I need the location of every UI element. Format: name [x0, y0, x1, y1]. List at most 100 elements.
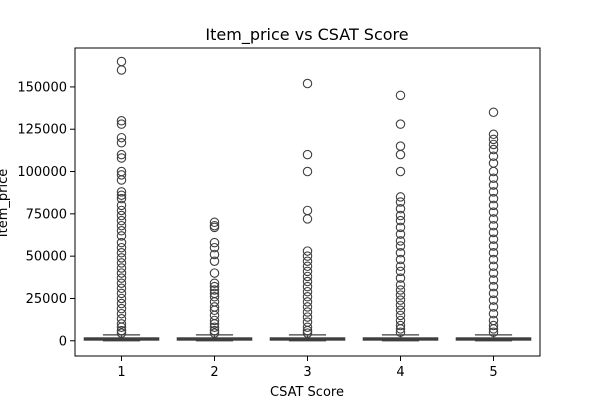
- outlier-point: [209, 256, 220, 266]
- outlier-point: [302, 297, 313, 307]
- outlier-point: [488, 241, 499, 251]
- outlier-point: [395, 280, 406, 290]
- outlier-point: [116, 116, 127, 126]
- outlier-point: [116, 187, 127, 197]
- y-tick-label: 100000: [17, 165, 67, 180]
- outlier-point: [395, 273, 406, 283]
- outlier-point: [302, 286, 313, 297]
- outlier-point: [395, 222, 406, 233]
- outlier-point: [116, 193, 127, 204]
- outlier-point: [116, 303, 127, 314]
- outlier-point: [395, 300, 406, 310]
- outlier-point: [395, 290, 406, 300]
- outlier-point: [302, 166, 313, 177]
- outlier-point: [302, 246, 313, 256]
- outlier-point: [116, 298, 127, 309]
- outlier-point: [209, 315, 220, 326]
- outlier-point: [116, 231, 127, 241]
- outlier-point: [302, 281, 313, 292]
- outlier-point: [488, 214, 499, 224]
- outlier-point: [488, 193, 499, 204]
- x-tick-label: 2: [210, 365, 218, 380]
- outlier-point: [488, 173, 499, 184]
- outlier-point: [302, 266, 313, 277]
- outlier-point: [116, 119, 127, 129]
- outlier-point: [395, 248, 406, 258]
- outlier-point: [209, 322, 220, 332]
- outlier-point: [395, 229, 406, 239]
- outlier-point: [302, 251, 313, 261]
- outlier-point: [116, 65, 127, 75]
- outlier-point: [395, 261, 406, 272]
- axes-frame: [74, 47, 541, 357]
- y-tick-label: 75000: [26, 207, 67, 222]
- outlier-point: [488, 166, 499, 177]
- outlier-point: [116, 215, 127, 226]
- outlier-point: [488, 234, 499, 244]
- outlier-point: [209, 285, 220, 295]
- outlier-point: [116, 190, 127, 200]
- outlier-point: [209, 222, 220, 233]
- outlier-point: [209, 237, 220, 248]
- outlier-point: [395, 254, 406, 265]
- outlier-point: [116, 273, 127, 283]
- outlier-point: [116, 242, 127, 253]
- outlier-point: [116, 293, 127, 304]
- outlier-point: [116, 258, 127, 268]
- outlier-point: [488, 320, 499, 331]
- outlier-point: [302, 276, 313, 287]
- chart-title: Item_price vs CSAT Score: [205, 25, 408, 45]
- outlier-point: [116, 149, 127, 160]
- x-tick-label: 3: [303, 365, 311, 380]
- outlier-point: [488, 248, 499, 258]
- outlier-point: [488, 281, 499, 292]
- outlier-point: [395, 90, 406, 101]
- y-tick-label: 125000: [17, 123, 67, 138]
- outlier-point: [116, 237, 127, 248]
- outlier-point: [302, 78, 313, 89]
- outlier-point: [116, 220, 127, 231]
- outlier-point: [116, 322, 127, 332]
- outlier-point: [395, 320, 406, 331]
- outlier-point: [488, 324, 499, 334]
- y-tick-label: 0: [59, 334, 67, 349]
- outlier-point: [302, 302, 313, 312]
- outlier-point: [395, 215, 406, 226]
- outlier-point: [395, 210, 406, 221]
- outlier-point: [488, 302, 499, 312]
- outlier-point: [116, 253, 127, 263]
- outlier-point: [302, 271, 313, 282]
- outlier-point: [488, 254, 499, 265]
- outlier-point: [488, 207, 499, 217]
- outlier-point: [116, 153, 127, 163]
- outlier-point: [302, 256, 313, 266]
- outlier-point: [116, 278, 127, 288]
- outlier-point: [395, 241, 406, 251]
- outlier-point: [302, 149, 313, 160]
- plot-area: 0 25000 50000 75000 100000 125000 150000 1 2 3 4 5: [17, 56, 532, 380]
- outlier-point: [302, 292, 313, 302]
- outlier-point: [116, 263, 127, 273]
- outlier-point: [116, 205, 127, 216]
- outlier-point: [116, 288, 127, 299]
- outlier-point: [209, 305, 220, 316]
- outlier-point: [395, 192, 406, 202]
- outlier-point: [395, 204, 406, 214]
- y-tick-label: 150000: [17, 80, 67, 95]
- outlier-point: [116, 248, 127, 258]
- outlier-point: [116, 138, 127, 148]
- outlier-point: [488, 268, 499, 278]
- outlier-point: [488, 144, 499, 155]
- outlier-point: [116, 170, 127, 180]
- outlier-point: [395, 324, 406, 334]
- outlier-point: [209, 268, 220, 278]
- outlier-point: [488, 107, 499, 118]
- outlier-point: [488, 139, 499, 150]
- outlier-point: [488, 220, 499, 231]
- outlier-point: [116, 200, 127, 211]
- outlier-point: [488, 134, 499, 145]
- outlier-point: [302, 214, 313, 224]
- outlier-point: [488, 295, 499, 305]
- x-axis-label: CSAT Score: [270, 385, 344, 400]
